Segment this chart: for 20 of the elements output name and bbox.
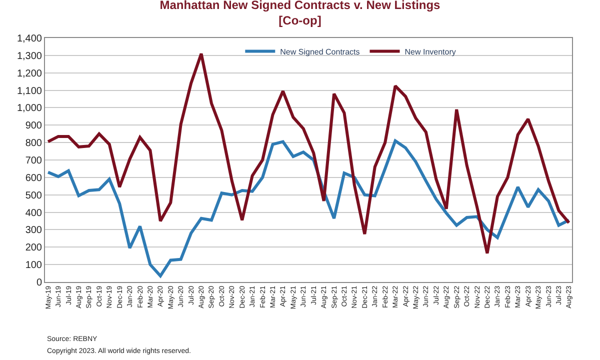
- y-tick-label: 700: [25, 156, 42, 166]
- y-tick-label: 200: [25, 242, 42, 254]
- y-tick-label: 1,400: [16, 34, 42, 44]
- y-tick-label: 900: [25, 120, 42, 132]
- y-tick-label: 300: [25, 225, 42, 236]
- y-tick-label: 1,300: [16, 50, 42, 62]
- y-tick-label: 400: [25, 208, 42, 219]
- line-series: [46, 139, 570, 278]
- y-tick-label: 100: [25, 260, 42, 272]
- legend-label: New Signed Contracts: [280, 47, 360, 56]
- chart-subtitle: [Co-op]: [278, 14, 322, 28]
- y-tick-label: 800: [25, 138, 42, 150]
- y-tick-label: 1,000: [16, 103, 42, 114]
- y-tick-label: 500: [25, 190, 42, 202]
- y-tick-label: 1,100: [16, 86, 42, 97]
- y-tick-label: 0: [36, 278, 42, 288]
- y-tick-label: 600: [25, 172, 42, 184]
- legend-label: New Inventory: [404, 47, 456, 56]
- y-tick-label: 1,200: [16, 68, 42, 80]
- chart-title: Manhattan New Signed Contracts v. New Listings: [160, 0, 441, 12]
